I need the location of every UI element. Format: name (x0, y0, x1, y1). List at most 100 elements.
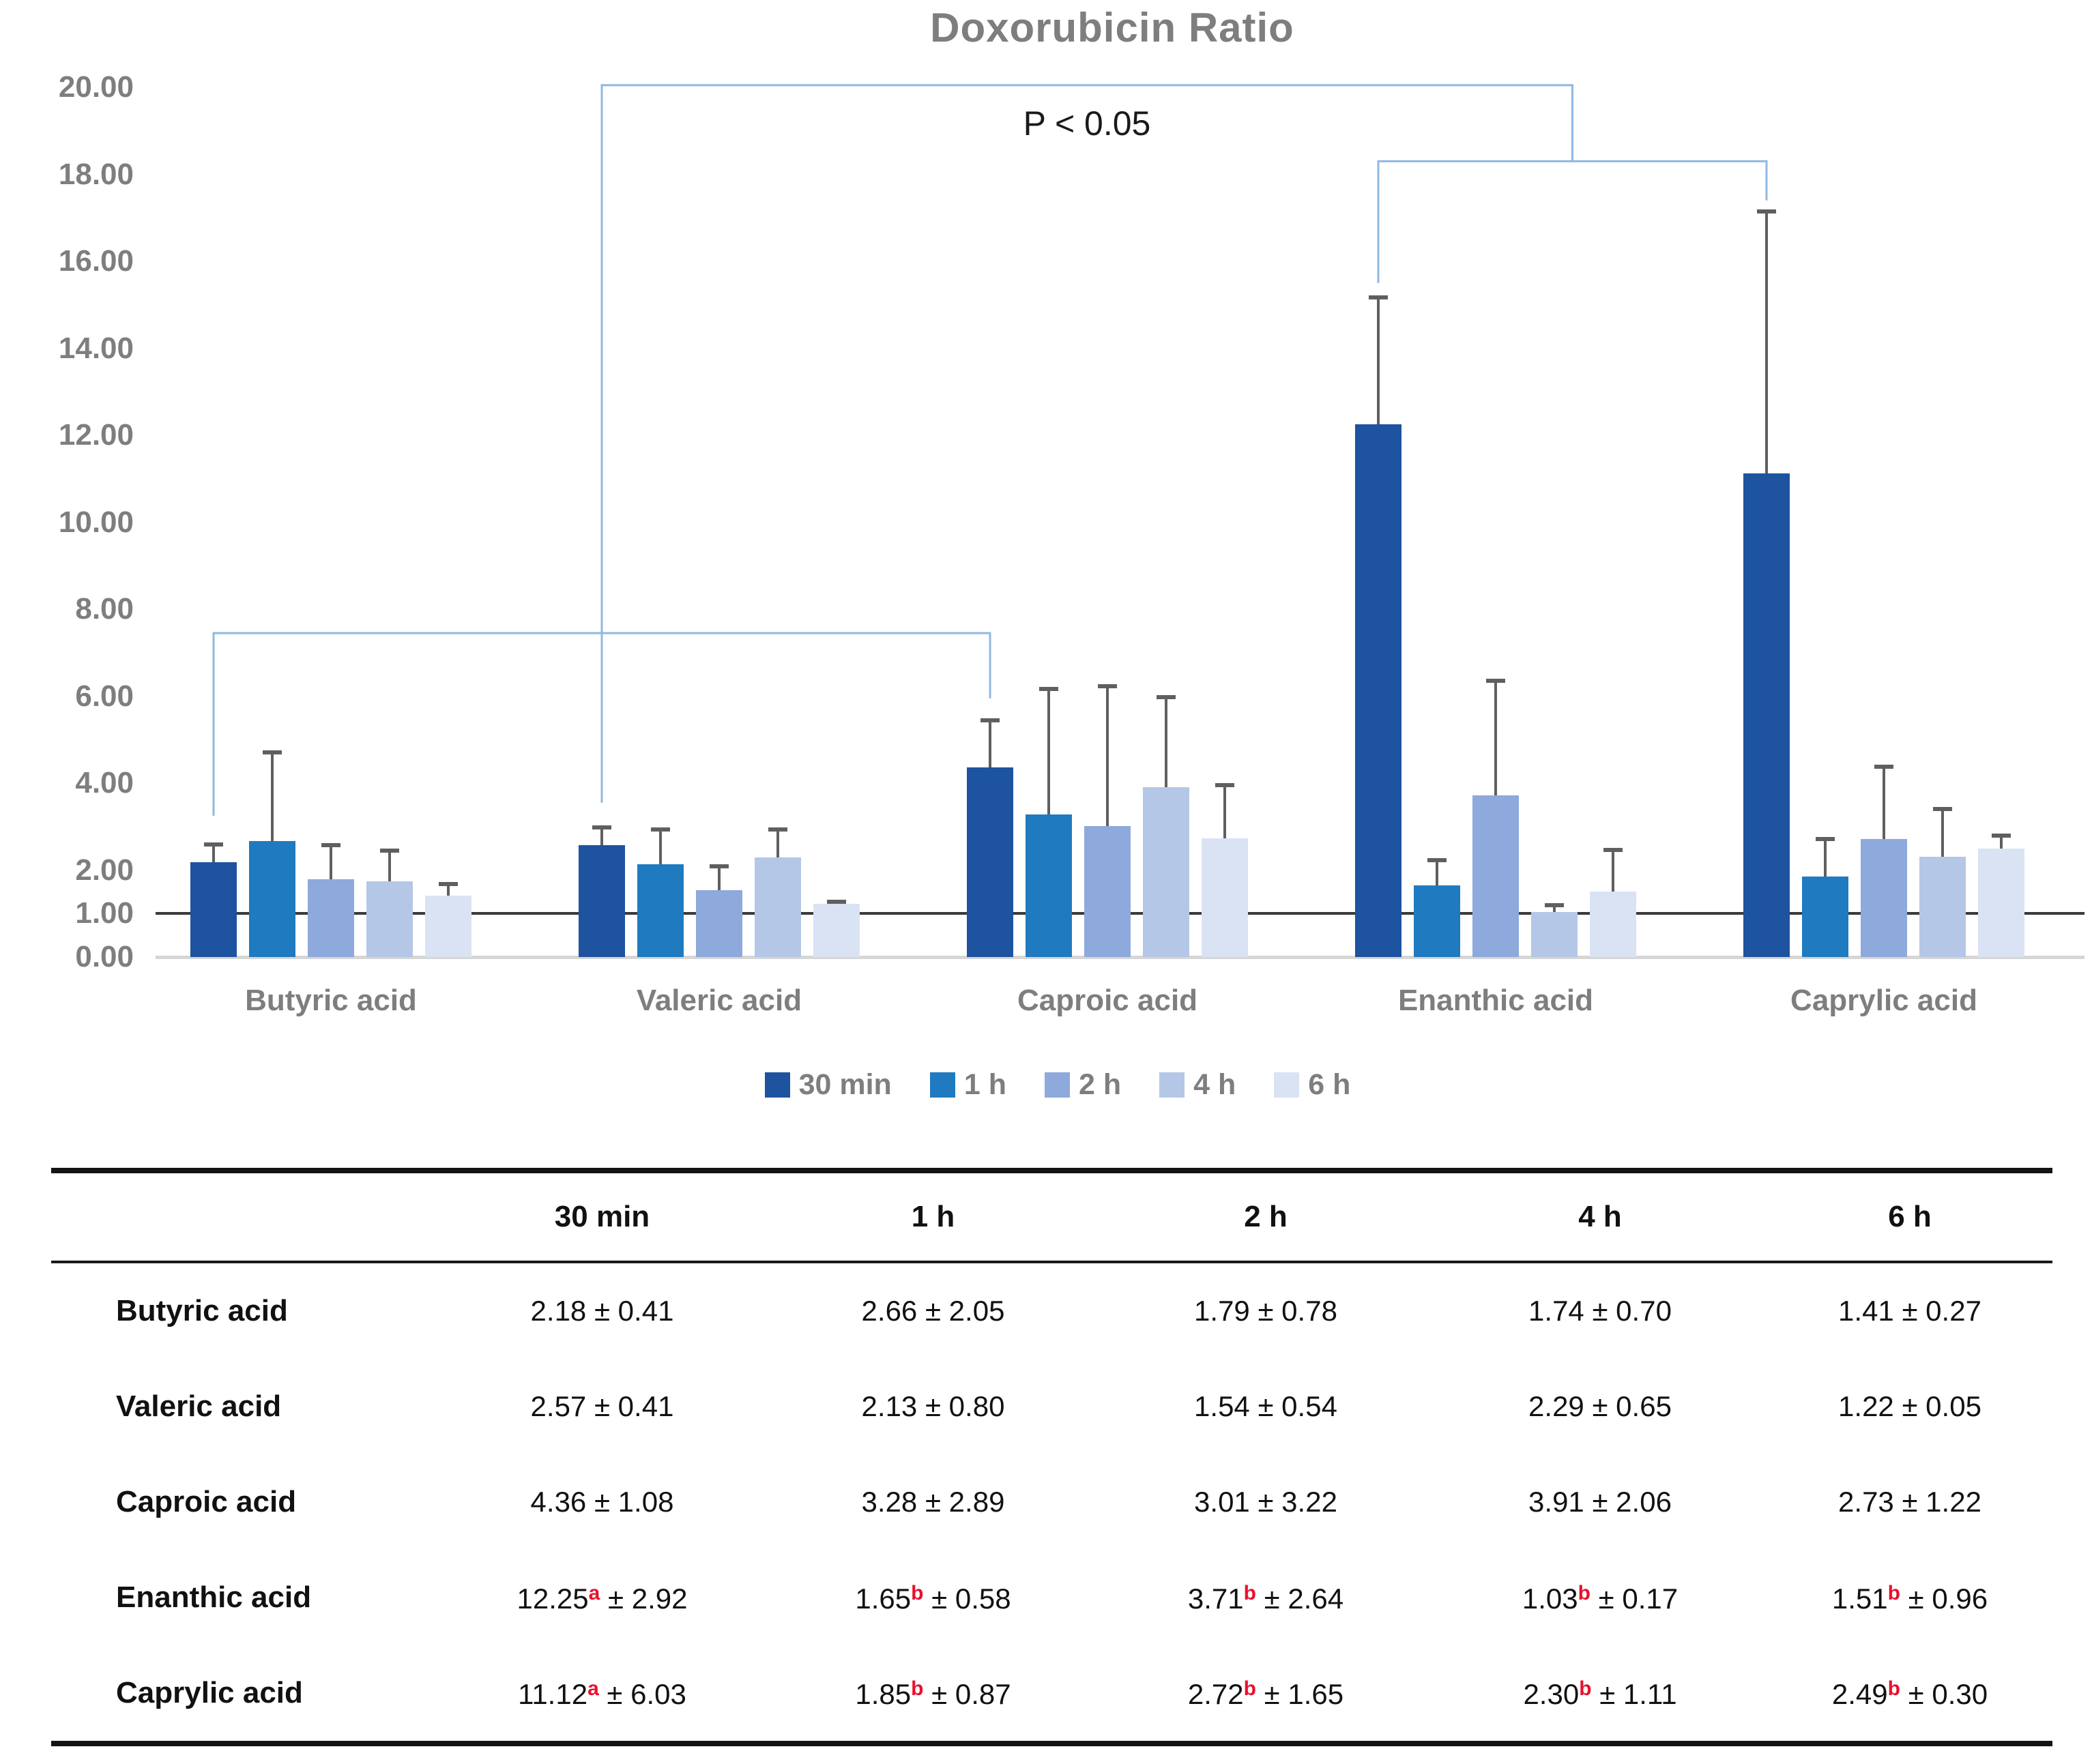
table-value-cell: 2.72b ± 1.65 (1187, 1677, 1344, 1710)
error-bar (212, 844, 215, 862)
error-bar (718, 866, 721, 890)
significance-bracket (1377, 160, 1768, 283)
error-bar (1223, 785, 1226, 838)
error-bar-cap (980, 718, 1000, 723)
error-bar (1106, 686, 1109, 827)
table-row-label: Butyric acid (116, 1294, 288, 1327)
bar-6h-caproic (1202, 838, 1248, 957)
error-bar (1377, 297, 1380, 425)
y-axis-tick-label: 4.00 (75, 766, 134, 799)
table-value-cell: 1.51b ± 0.96 (1831, 1581, 1988, 1615)
table-row-label: Caprylic acid (116, 1676, 303, 1709)
table-row: Valeric acid 2.57 ± 0.41 2.13 ± 0.80 1.54 ±… (51, 1359, 2052, 1454)
bar-4h-caproic (1143, 787, 1189, 957)
y-axis-tick-label: 16.00 (58, 244, 134, 278)
error-bar (989, 720, 991, 768)
legend-swatch-icon (1159, 1072, 1185, 1098)
table-column-header: 4 h (1578, 1200, 1622, 1233)
table-value-cell: 2.57 ± 0.41 (530, 1390, 674, 1422)
table-row: Caprylic acid 11.12a ± 6.03 1.85b ± 0.87 2.… (51, 1645, 2052, 1741)
error-bar (1436, 859, 1438, 885)
bar-1h-caproic (1026, 814, 1072, 957)
legend-label: 1 h (963, 1068, 1006, 1101)
bar-4h-caprylic (1919, 857, 1966, 957)
error-bar (1553, 905, 1556, 913)
error-bar-cap (1933, 806, 1952, 811)
error-bar-cap (1098, 683, 1117, 688)
table-value-cell: 1.03b ± 0.17 (1522, 1581, 1679, 1615)
bar-1h-enanthic (1414, 885, 1460, 957)
y-axis-tick-label: 2.00 (75, 853, 134, 887)
error-bar-cap (1039, 686, 1058, 691)
table-value-cell: 1.41 ± 0.27 (1838, 1295, 1981, 1327)
error-bar (2000, 836, 2003, 849)
table-value-cell: 3.28 ± 2.89 (861, 1486, 1005, 1518)
legend-item-4h: 4 h (1159, 1068, 1236, 1102)
significance-superscript: b (1578, 1581, 1590, 1604)
error-bar-cap (263, 750, 282, 754)
bar-2h-enanthic (1472, 795, 1519, 957)
error-bar-cap (204, 842, 223, 847)
significance-superscript: b (911, 1581, 924, 1604)
y-axis-tick-label: 20.00 (58, 70, 134, 104)
significance-bracket (600, 84, 1573, 803)
significance-superscript: a (588, 1581, 600, 1604)
table-value-cell: 2.73 ± 1.22 (1838, 1486, 1981, 1518)
y-axis-tick-label: 0.00 (75, 940, 134, 973)
bar-2h-caproic (1084, 826, 1131, 957)
y-axis-tick-label: 18.00 (58, 157, 134, 191)
table-value-cell: 1.65b ± 0.58 (855, 1581, 1011, 1615)
table-header-row: 30 min 1 h 2 h 4 h 6 h (51, 1173, 2052, 1263)
category-label-butyric: Butyric acid (245, 984, 417, 1017)
significance-superscript: b (911, 1677, 924, 1700)
error-bar (1941, 808, 1944, 857)
error-bar (1047, 688, 1050, 814)
error-bar (1765, 211, 1768, 474)
error-bar-cap (1427, 857, 1447, 862)
y-axis-tick-label: 10.00 (58, 505, 134, 539)
error-bar-cap (439, 881, 458, 886)
table-value-cell: 1.79 ± 0.78 (1194, 1295, 1337, 1327)
table-value-cell: 3.71b ± 2.64 (1187, 1581, 1344, 1615)
table-value-cell: 1.74 ± 0.70 (1528, 1295, 1672, 1327)
error-bar (447, 883, 450, 896)
significance-superscript: b (1887, 1581, 1900, 1604)
table-value-cell: 3.91 ± 2.06 (1528, 1486, 1672, 1518)
error-bar (1612, 849, 1614, 892)
table-value-cell: 4.36 ± 1.08 (530, 1486, 674, 1518)
error-bar-cap (1816, 836, 1835, 841)
y-axis-tick-label: 14.00 (58, 331, 134, 365)
error-bar (388, 851, 391, 882)
legend-item-1h: 1 h (929, 1068, 1006, 1102)
bar-2h-caprylic (1861, 838, 1907, 957)
table-value-cell: 2.30b ± 1.11 (1523, 1677, 1677, 1710)
chart-legend: 30 min 1 h 2 h 4 h 6 h (0, 1068, 2092, 1102)
error-bar (271, 752, 274, 842)
error-bar-cap (1486, 679, 1505, 683)
bar-30min-valeric (579, 845, 625, 957)
category-label-enanthic: Enanthic acid (1397, 984, 1594, 1017)
bar-30min-enanthic (1355, 424, 1401, 957)
table-row: Enanthic acid 12.25a ± 2.92 1.65b ± 0.58 3.… (51, 1550, 2052, 1645)
significance-superscript: b (1243, 1677, 1256, 1700)
error-bar-cap (827, 900, 846, 905)
legend-item-6h: 6 h (1274, 1068, 1350, 1102)
error-bar-cap (1992, 834, 2011, 838)
error-bar (600, 827, 603, 846)
error-bar-cap (1603, 847, 1623, 852)
table-column-header: 6 h (1888, 1200, 1932, 1233)
significance-superscript: b (1243, 1581, 1256, 1604)
table-row: Caproic acid 4.36 ± 1.08 3.28 ± 2.89 3.01 ±… (51, 1454, 2052, 1550)
error-bar (659, 829, 662, 865)
error-bar-cap (1545, 902, 1564, 907)
bar-1h-butyric (249, 841, 295, 957)
error-bar (1165, 697, 1167, 787)
bar-6h-valeric (813, 904, 860, 957)
y-axis-tick-label: 8.00 (75, 592, 134, 626)
significance-superscript: b (1887, 1677, 1900, 1700)
significance-brackets (212, 84, 1768, 816)
bar-4h-valeric (755, 857, 801, 957)
table-row-label: Caproic acid (116, 1485, 297, 1518)
bar-4h-butyric (366, 881, 413, 957)
significance-superscript: b (1579, 1677, 1592, 1700)
